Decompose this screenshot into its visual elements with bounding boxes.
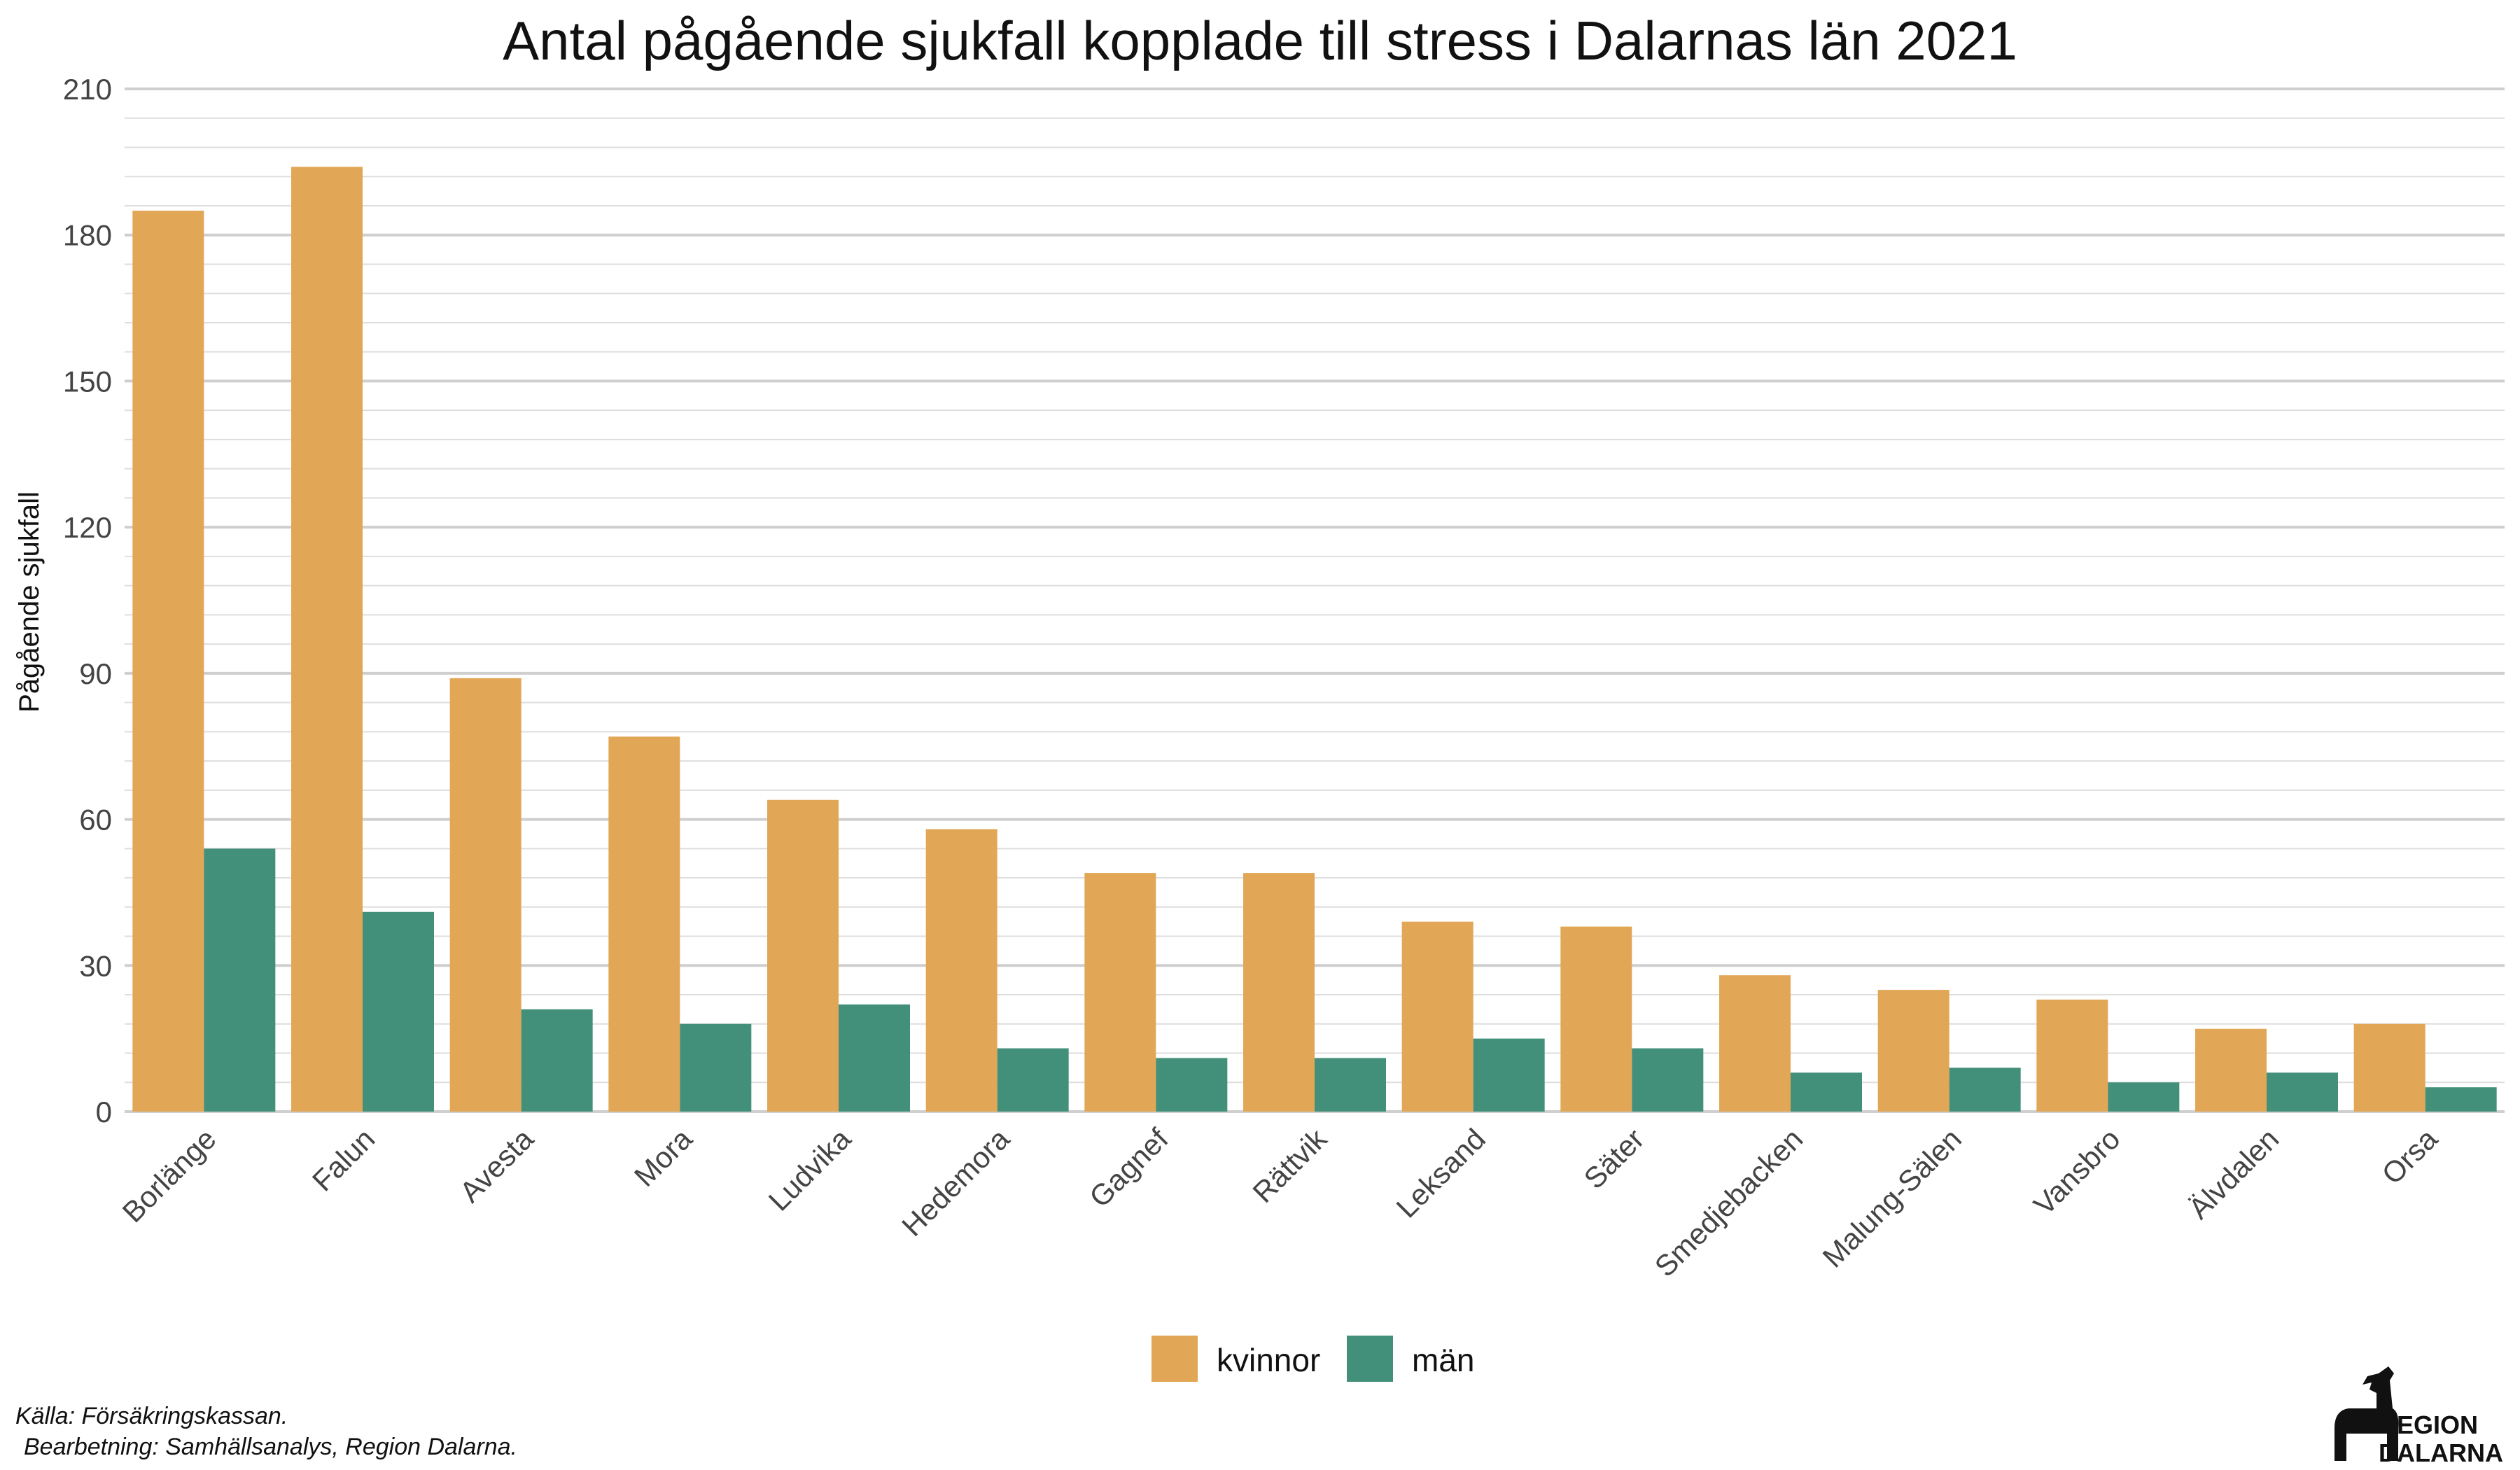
logo-line-2: DALARNA bbox=[2379, 1438, 2503, 1467]
y-axis-ticks: 0 30 60 90 120 150 180 210 bbox=[63, 73, 112, 1128]
bar-man bbox=[1632, 1048, 1704, 1112]
y-tick-label: 90 bbox=[79, 657, 112, 690]
x-tick-label: Mora bbox=[628, 1122, 699, 1193]
y-tick-label: 120 bbox=[63, 511, 112, 544]
x-tick-label: Ludvika bbox=[762, 1122, 858, 1217]
legend-label-kvinnor: kvinnor bbox=[1217, 1342, 1320, 1378]
x-tick-label: Rättvik bbox=[1246, 1121, 1334, 1209]
bar-man bbox=[363, 911, 434, 1112]
bar-man bbox=[2425, 1087, 2497, 1112]
bar-kvinnor bbox=[2195, 1028, 2267, 1112]
y-tick-label: 60 bbox=[79, 804, 112, 836]
x-tick-label: Malung-Sälen bbox=[1816, 1122, 1968, 1273]
bar-kvinnor bbox=[1877, 990, 1949, 1112]
bar-kvinnor bbox=[291, 167, 363, 1112]
bar-man bbox=[521, 1009, 593, 1112]
bar-kvinnor bbox=[608, 736, 680, 1112]
bar-man bbox=[1949, 1068, 2021, 1112]
bar-man bbox=[2108, 1082, 2180, 1112]
legend-swatch-man bbox=[1347, 1336, 1393, 1382]
x-tick-label: Leksand bbox=[1390, 1122, 1492, 1224]
y-tick-label: 210 bbox=[63, 73, 112, 106]
x-tick-label: Borlänge bbox=[116, 1122, 223, 1228]
x-tick-label: Orsa bbox=[2375, 1122, 2444, 1191]
logo-line-1: REGION bbox=[2379, 1410, 2478, 1439]
y-tick-label: 30 bbox=[79, 949, 112, 982]
x-tick-label: Avesta bbox=[454, 1122, 540, 1209]
chart-title: Antal pågående sjukfall kopplade till st… bbox=[503, 10, 2017, 71]
bar-man bbox=[997, 1048, 1069, 1112]
bar-man bbox=[680, 1023, 752, 1112]
x-tick-label: Älvdalen bbox=[2182, 1122, 2285, 1225]
caption-processing: Bearbetning: Samhällsanalys, Region Dala… bbox=[24, 1434, 517, 1460]
bar-man bbox=[1473, 1038, 1545, 1112]
bar-kvinnor bbox=[449, 678, 522, 1112]
y-tick-label: 180 bbox=[63, 219, 112, 252]
bar-man bbox=[2267, 1072, 2338, 1112]
legend-swatch-kvinnor bbox=[1152, 1336, 1198, 1382]
bar-man bbox=[1156, 1058, 1228, 1112]
bar-kvinnor bbox=[1084, 873, 1156, 1112]
bar-kvinnor bbox=[1243, 873, 1315, 1112]
legend: kvinnor män bbox=[1152, 1336, 1474, 1382]
x-tick-label: Vansbro bbox=[2027, 1122, 2127, 1222]
bar-kvinnor bbox=[2353, 1023, 2426, 1112]
x-tick-label: Säter bbox=[1577, 1122, 1650, 1195]
x-tick-label: Smedjebacken bbox=[1648, 1122, 1809, 1283]
bar-kvinnor bbox=[2036, 999, 2108, 1112]
bar-kvinnor bbox=[767, 799, 839, 1112]
y-tick-label: 0 bbox=[96, 1096, 112, 1128]
dalahorse-icon bbox=[2334, 1366, 2399, 1461]
bar-man bbox=[1791, 1072, 1862, 1112]
legend-label-man: män bbox=[1412, 1342, 1474, 1378]
bar-kvinnor bbox=[1719, 975, 1791, 1112]
bar-kvinnor bbox=[132, 210, 204, 1112]
y-axis-label: Pågående sjukfall bbox=[14, 491, 45, 713]
region-dalarna-logo: REGION DALARNA bbox=[2334, 1366, 2503, 1467]
x-axis-ticks: Borlänge Falun Avesta Mora Ludvika Hedemora Ga… bbox=[116, 1121, 2444, 1282]
x-tick-label: Falun bbox=[306, 1122, 382, 1198]
bar-man bbox=[204, 848, 276, 1112]
bar-kvinnor bbox=[1560, 926, 1632, 1112]
x-tick-label: Hedemora bbox=[895, 1122, 1016, 1242]
y-tick-label: 150 bbox=[63, 365, 112, 398]
bars bbox=[132, 167, 2497, 1112]
x-tick-label: Gagnef bbox=[1083, 1122, 1175, 1214]
bar-man bbox=[1315, 1058, 1386, 1112]
bar-kvinnor bbox=[925, 829, 997, 1112]
bar-man bbox=[839, 1004, 910, 1112]
caption-source: Källa: Försäkringskassan. bbox=[15, 1403, 288, 1429]
bar-kvinnor bbox=[1401, 921, 1474, 1112]
